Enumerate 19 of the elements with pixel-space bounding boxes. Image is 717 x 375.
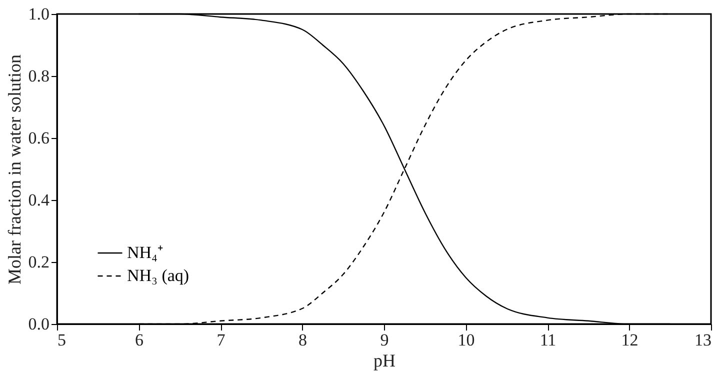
x-tick-label: 5 [58, 330, 66, 350]
x-tick-label: 13 [694, 330, 712, 350]
y-tick-label: 1.0 [28, 4, 50, 24]
x-axis-title: pH [374, 350, 396, 370]
legend-label: NH₄⁺ [127, 243, 164, 262]
y-tick-label: 0.2 [28, 252, 50, 272]
y-tick-label: 0.4 [28, 190, 50, 210]
x-tick-label: 8 [298, 330, 307, 350]
x-tick-label: 7 [216, 330, 226, 350]
x-tick-label: 6 [135, 330, 144, 350]
x-tick-label: 12 [621, 330, 638, 350]
y-tick-label: 0.6 [28, 128, 50, 148]
y-axis-title: Molar fraction in water solution [4, 54, 24, 284]
y-tick-label: 0.8 [28, 66, 50, 86]
x-tick-label: 10 [458, 330, 475, 350]
x-tick-label: 9 [380, 330, 389, 350]
y-tick-label: 0.0 [28, 314, 50, 334]
x-tick-label: 11 [540, 330, 556, 350]
legend-label: NH₃ (aq) [127, 266, 190, 285]
